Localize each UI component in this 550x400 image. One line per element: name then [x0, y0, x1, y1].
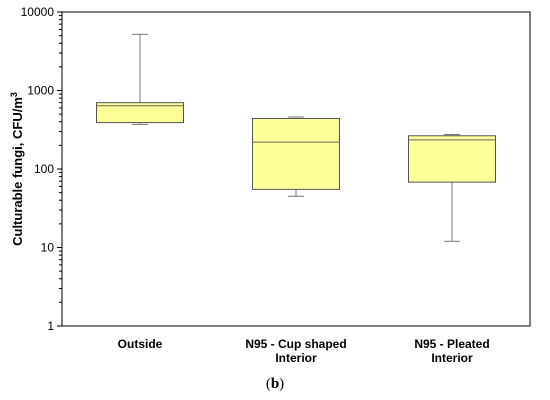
- panel-label: (b): [266, 376, 284, 392]
- x-category-label: Outside: [118, 337, 163, 351]
- box-2: [252, 116, 340, 197]
- x-category-label: N95 - Pleated Interior: [414, 337, 489, 365]
- box-3: [408, 134, 496, 242]
- box-iqr: [408, 135, 496, 183]
- y-tick-label: 10: [41, 241, 55, 255]
- x-category-label-line: N95 - Pleated: [414, 337, 489, 351]
- x-category-label-line: Outside: [118, 337, 163, 351]
- y-tick-label: 1000: [27, 84, 54, 98]
- y-axis-title: Culturable fungi, CFU/m3: [9, 92, 25, 246]
- y-tick-label: 1: [47, 319, 54, 333]
- x-category-label-line: Interior: [275, 351, 317, 365]
- x-category-label-line: N95 - Cup shaped: [245, 337, 346, 351]
- box-iqr: [252, 117, 340, 190]
- x-category-label-line: Interior: [431, 351, 473, 365]
- y-tick-label: 100: [34, 162, 54, 176]
- box-series: [96, 33, 496, 242]
- box-iqr: [96, 102, 184, 124]
- y-axis: 1 10 100 1000 10000: [21, 5, 62, 333]
- box-1: [96, 33, 184, 125]
- y-tick-label: 10000: [21, 5, 55, 19]
- x-category-label: N95 - Cup shaped Interior: [245, 337, 346, 365]
